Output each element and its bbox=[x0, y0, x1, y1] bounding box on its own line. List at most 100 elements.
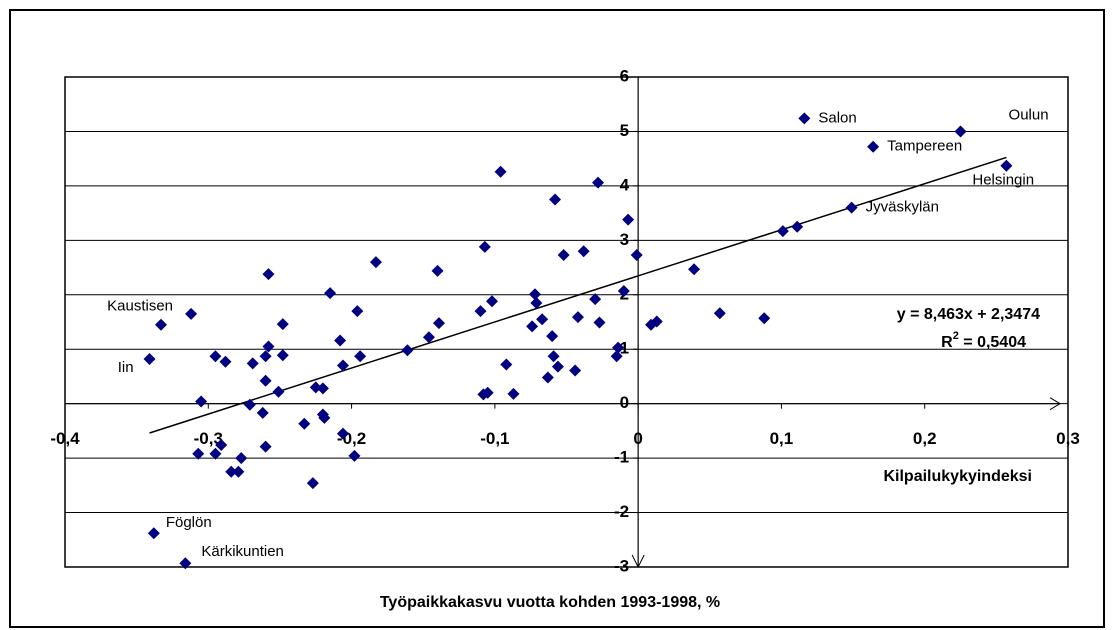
data-point bbox=[494, 165, 507, 178]
data-point bbox=[209, 447, 222, 460]
data-point bbox=[336, 359, 349, 372]
data-point bbox=[577, 245, 590, 258]
data-point bbox=[351, 305, 364, 318]
data-point bbox=[798, 112, 811, 125]
y-tick-label: 5 bbox=[620, 121, 629, 140]
data-point bbox=[845, 201, 858, 214]
data-point bbox=[478, 240, 491, 253]
data-point bbox=[316, 382, 329, 395]
data-point bbox=[306, 477, 319, 490]
data-point bbox=[688, 263, 701, 276]
data-point bbox=[485, 295, 498, 308]
data-point bbox=[334, 334, 347, 347]
x-tick-label: -0,4 bbox=[50, 429, 80, 448]
data-point bbox=[318, 411, 331, 424]
data-point bbox=[612, 341, 625, 354]
point-label: Jyväskylän bbox=[866, 199, 939, 216]
x-tick-label: 0,1 bbox=[770, 429, 794, 448]
data-point bbox=[195, 395, 208, 408]
data-point bbox=[617, 284, 630, 297]
r-base: R bbox=[941, 334, 953, 351]
data-point bbox=[262, 268, 275, 281]
data-point bbox=[569, 364, 582, 377]
x-tick-label: 0,3 bbox=[1056, 429, 1080, 448]
data-point bbox=[422, 331, 435, 344]
x-tick-label: 0 bbox=[633, 429, 642, 448]
data-point bbox=[215, 439, 228, 452]
data-point bbox=[867, 140, 880, 153]
y-axis-label: Työpaikkakasvu vuotta kohden 1993-1998, … bbox=[380, 594, 720, 611]
y-tick-label: 0 bbox=[620, 393, 629, 412]
x-tick-label: -0,3 bbox=[194, 429, 223, 448]
data-point bbox=[551, 360, 564, 373]
data-point bbox=[592, 176, 605, 189]
data-point bbox=[622, 213, 635, 226]
data-point bbox=[713, 307, 726, 320]
data-point bbox=[259, 440, 272, 453]
data-point bbox=[432, 317, 445, 330]
point-label: Kaustisen bbox=[107, 298, 173, 315]
x-tick-label: -0,1 bbox=[480, 429, 509, 448]
data-point bbox=[155, 318, 168, 331]
data-point bbox=[549, 193, 562, 206]
point-label: Kärkikuntien bbox=[201, 543, 284, 560]
y-tick-label: 4 bbox=[620, 175, 630, 194]
data-point bbox=[541, 371, 554, 384]
data-point bbox=[546, 330, 559, 343]
equation-label: y = 8,463x + 2,3474 bbox=[897, 306, 1040, 323]
point-label: Salon bbox=[818, 109, 856, 126]
y-arrow bbox=[631, 554, 645, 569]
data-point bbox=[225, 465, 238, 478]
data-point bbox=[246, 357, 259, 370]
data-point bbox=[630, 249, 643, 262]
data-point bbox=[348, 449, 361, 462]
x-axis-label: Kilpailukykyindeksi bbox=[883, 468, 1032, 485]
data-point bbox=[610, 350, 623, 363]
point-label: Föglön bbox=[166, 514, 212, 531]
data-point bbox=[272, 385, 285, 398]
data-point bbox=[507, 387, 520, 400]
point-label: Tampereen bbox=[887, 138, 962, 155]
data-point bbox=[401, 344, 414, 357]
data-point bbox=[791, 220, 804, 233]
data-point bbox=[526, 320, 539, 333]
data-point bbox=[262, 340, 275, 353]
data-point bbox=[336, 427, 349, 440]
data-point bbox=[147, 527, 160, 540]
data-point bbox=[309, 381, 322, 394]
data-point bbox=[235, 452, 248, 465]
data-point bbox=[758, 312, 771, 325]
plot-area bbox=[64, 76, 1069, 568]
data-point bbox=[500, 358, 513, 371]
data-point bbox=[593, 316, 606, 329]
data-point bbox=[298, 417, 311, 430]
data-point bbox=[185, 307, 198, 320]
y-tick-label: 1 bbox=[620, 339, 629, 358]
data-point bbox=[243, 398, 256, 411]
data-point bbox=[259, 350, 272, 363]
data-point bbox=[589, 293, 602, 306]
data-point bbox=[276, 318, 289, 331]
data-point bbox=[143, 353, 156, 366]
data-point bbox=[324, 287, 337, 300]
data-point bbox=[530, 296, 543, 309]
data-point bbox=[219, 355, 232, 368]
r-rest: = 0,5404 bbox=[959, 334, 1026, 351]
x-arrow bbox=[1049, 397, 1061, 411]
y-tick-label: 6 bbox=[620, 66, 629, 85]
y-tick-label: -2 bbox=[614, 502, 629, 521]
data-point bbox=[481, 386, 494, 399]
data-point bbox=[259, 374, 272, 387]
data-point bbox=[369, 256, 382, 269]
data-point bbox=[547, 350, 560, 363]
trendline bbox=[149, 156, 1007, 434]
data-point bbox=[776, 225, 789, 238]
y-tick-label: -1 bbox=[614, 448, 629, 467]
data-point bbox=[1000, 159, 1013, 172]
data-point bbox=[536, 313, 549, 326]
r-squared-label: R2 = 0,5404 bbox=[941, 330, 1026, 351]
point-label: Iin bbox=[118, 359, 134, 376]
data-point bbox=[179, 557, 192, 570]
data-point bbox=[354, 350, 367, 363]
